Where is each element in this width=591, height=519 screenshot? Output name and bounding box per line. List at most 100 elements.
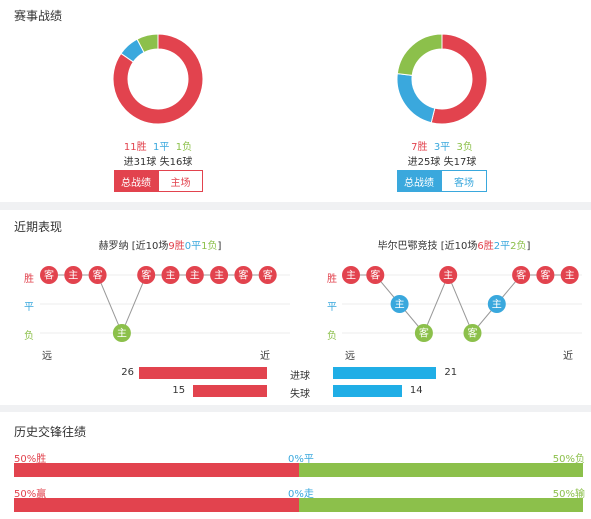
away-draw-count: 3平 <box>433 142 451 153</box>
away-form-venue-label: 客 <box>370 269 380 282</box>
home-form-venue-label: 客 <box>141 269 151 282</box>
away-row-label-loss: 负 <box>327 331 337 342</box>
away-form-venue-label: 主 <box>395 299 405 311</box>
home-team-name: 赫罗纳 <box>98 241 129 252</box>
section-title-recent: 近期表现 <box>14 220 63 234</box>
conceded-label: 失球 <box>290 389 310 400</box>
away-recent-heading: 毕尔巴鄂竞技 [近10场6胜2平2负] <box>334 237 574 252</box>
h2h-panel: 历史交锋往绩 50%胜 0%平 50%负 50%赢 0%走 50%输 <box>0 412 591 519</box>
away-form-dot <box>342 266 360 284</box>
away-row-label-draw: 平 <box>327 302 337 313</box>
home-row-label-loss: 负 <box>24 331 34 342</box>
away-donut-slice-loss <box>396 33 443 76</box>
away-summary-suffix: ] <box>526 241 531 252</box>
h2h-ahead-bar <box>14 498 299 512</box>
record-panel: 赛事战绩 11胜 1平 1负 进31球 失16球 总战绩 主场 7胜 3平 3负… <box>0 0 591 202</box>
home-form-venue-label: 主 <box>214 270 224 282</box>
section-title-record: 赛事战绩 <box>14 9 63 23</box>
h2h-win-bar <box>14 463 299 477</box>
home-form-dot <box>112 324 131 342</box>
home-form-dot <box>210 266 229 284</box>
home-form-venue-label: 客 <box>263 269 273 282</box>
recent-panel: 近期表现 赫罗纳 [近10场9胜0平1负] 毕尔巴鄂竞技 [近10场6胜2平2负… <box>0 210 591 405</box>
home-loss-count: 1负 <box>175 142 193 153</box>
home-conceded-value: 15 <box>172 385 186 396</box>
home-donut-slice-win <box>112 33 204 125</box>
home-donut-slice-loss <box>136 33 159 54</box>
away-form-venue-label: 客 <box>468 327 478 340</box>
home-form-dot <box>64 266 83 284</box>
away-form-dot <box>487 295 506 313</box>
away-form-dot <box>560 266 579 284</box>
away-recent-wins: 6胜 <box>477 241 494 252</box>
away-far-label: 远 <box>345 351 355 362</box>
home-tab-total[interactable]: 总战绩 <box>114 170 158 192</box>
away-near-label: 近 <box>563 351 573 362</box>
away-form-venue-label: 主 <box>492 299 502 311</box>
away-goals-bar <box>333 367 437 379</box>
away-conceded: 失17球 <box>443 157 477 168</box>
home-form-venue-label: 主 <box>68 270 78 282</box>
h2h-behind-bar <box>298 498 583 512</box>
home-conceded-bar <box>193 385 267 397</box>
home-row-label-win: 胜 <box>24 274 34 285</box>
home-form-dot <box>234 266 253 284</box>
home-recent-losses: 1负 <box>201 241 218 252</box>
home-form-chart: 客主客主客主主主客客 <box>40 266 290 342</box>
home-form-venue-label: 主 <box>190 270 200 282</box>
away-form-venue-label: 客 <box>419 327 429 340</box>
home-record-wdl: 11胜 1平 1负 <box>88 138 228 153</box>
away-tab-total[interactable]: 总战绩 <box>397 170 441 192</box>
away-form-venue-label: 客 <box>516 269 526 282</box>
away-recent-draws: 2平 <box>493 241 511 252</box>
away-tab-venue[interactable]: 客场 <box>441 170 487 192</box>
away-record-wdl: 7胜 3平 3负 <box>372 138 512 153</box>
away-conceded-value: 14 <box>409 385 423 396</box>
away-win-count: 7胜 <box>411 142 428 153</box>
away-record-donut <box>396 33 488 125</box>
home-form-dot <box>40 266 58 284</box>
away-summary-prefix: [近10场 <box>440 241 478 252</box>
away-form-venue-label: 主 <box>565 270 575 282</box>
away-form-chart: 主客主客主客主客客主 <box>342 266 582 342</box>
away-form-dot <box>439 266 458 284</box>
away-donut-slice-draw <box>396 73 436 124</box>
home-form-venue-label: 客 <box>238 269 248 282</box>
home-form-venue-label: 主 <box>117 328 127 340</box>
away-team-name: 毕尔巴鄂竞技 <box>377 241 438 252</box>
away-loss-count: 3负 <box>456 142 473 153</box>
home-record-donut <box>112 33 204 125</box>
away-form-venue-label: 主 <box>443 270 453 282</box>
h2h-draw-label: 0%平 <box>288 454 314 465</box>
away-recent-losses: 2负 <box>510 241 527 252</box>
home-conceded: 失16球 <box>159 157 193 168</box>
away-form-dot <box>536 266 555 284</box>
away-form-venue-label: 主 <box>346 270 356 282</box>
home-goals-value: 26 <box>121 367 134 378</box>
h2h-loss-label: 50%负 <box>552 454 585 465</box>
goals-label: 进球 <box>290 371 310 382</box>
away-form-dot <box>390 295 409 313</box>
home-recent-heading: 赫罗纳 [近10场9胜0平1负] <box>40 237 280 252</box>
home-summary-suffix: ] <box>217 241 222 252</box>
away-donut-slice-win <box>430 33 488 125</box>
home-form-venue-label: 客 <box>93 269 103 282</box>
home-form-venue-label: 客 <box>44 269 54 282</box>
home-draw-count: 1平 <box>152 142 170 153</box>
away-conceded-bar <box>333 385 402 397</box>
home-recent-wins: 9胜 <box>168 241 185 252</box>
h2h-behind-label: 50%输 <box>552 489 585 500</box>
away-row-label-win: 胜 <box>327 274 337 285</box>
section-title-h2h: 历史交锋往绩 <box>14 425 87 439</box>
home-goals: 进31球 <box>123 157 157 168</box>
h2h-loss-bar <box>298 463 583 477</box>
home-form-line <box>49 274 268 335</box>
home-tab-venue[interactable]: 主场 <box>158 170 203 192</box>
home-record-tabs: 总战绩 主场 <box>114 170 203 192</box>
h2h-push-label: 0%走 <box>288 489 314 500</box>
h2h-ahead-label: 50%赢 <box>14 489 47 500</box>
home-goals-line: 进31球 失16球 <box>88 153 228 168</box>
away-form-dot <box>512 266 531 284</box>
away-goals-value: 21 <box>444 367 458 378</box>
away-record-tabs: 总战绩 客场 <box>397 170 487 192</box>
